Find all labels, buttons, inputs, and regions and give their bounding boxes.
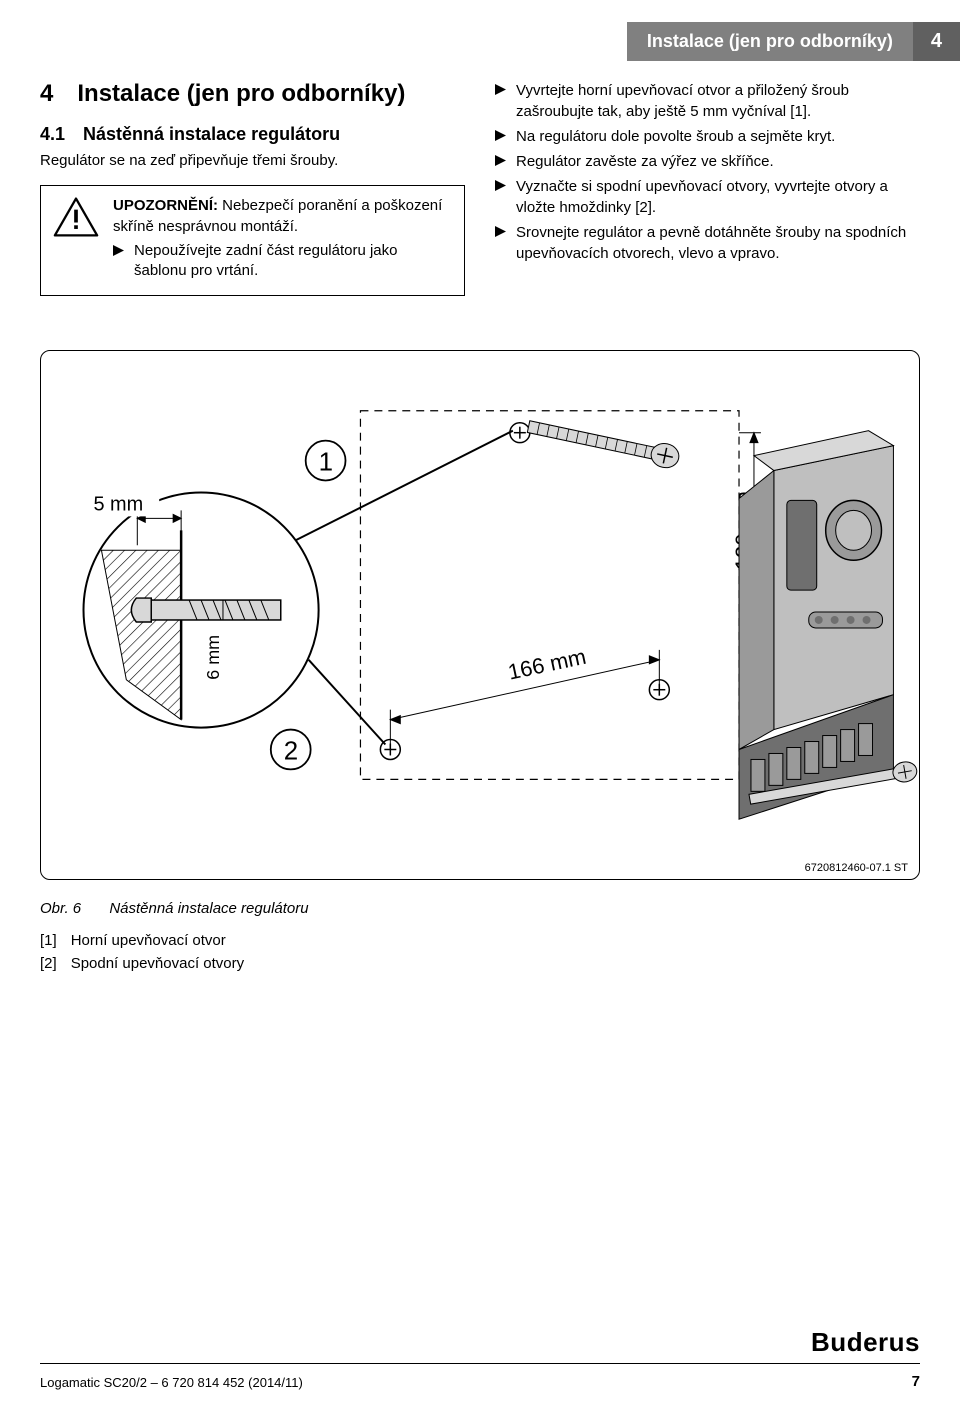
image-id: 6720812460-07.1 ST xyxy=(805,862,908,874)
content-columns: 4 Instalace (jen pro odborníky) 4.1 Nást… xyxy=(40,80,920,296)
list-item: Na regulátoru dole povolte šroub a sejmě… xyxy=(495,126,920,147)
warning-icon xyxy=(53,196,99,243)
right-column: Vyvrtejte horní upevňovací otvor a přilo… xyxy=(495,80,920,296)
page-header: Instalace (jen pro odborníky) 4 xyxy=(627,22,960,61)
svg-text:6 mm: 6 mm xyxy=(203,635,223,680)
subsection-title: Nástěnná instalace regulátoru xyxy=(83,124,340,145)
svg-text:1: 1 xyxy=(319,449,333,477)
legend-row: [1] Horní upevňovací otvor xyxy=(40,930,244,953)
list-item: Vyznačte si spodní upevňovací otvory, vy… xyxy=(495,176,920,218)
list-item: Regulátor zavěste za výřez ve skříňce. xyxy=(495,151,920,172)
installation-diagram: 166 mm 120 mm xyxy=(40,350,920,880)
section-number: 4 xyxy=(40,80,53,108)
list-item-text: Regulátor zavěste za výřez ve skříňce. xyxy=(516,151,774,172)
intro-paragraph: Regulátor se na zeď připevňuje třemi šro… xyxy=(40,151,465,171)
header-title: Instalace (jen pro odborníky) xyxy=(627,22,913,61)
list-item-text: Vyvrtejte horní upevňovací otvor a přilo… xyxy=(516,80,920,122)
list-item: Srovnejte regulátor a pevně dotáhněte šr… xyxy=(495,222,920,264)
triangle-bullet-icon xyxy=(495,84,506,122)
brand-logo-text: Buderus xyxy=(811,1327,920,1358)
svg-text:2: 2 xyxy=(284,737,298,765)
warning-lead: UPOZORNĚNÍ: xyxy=(113,197,218,214)
triangle-bullet-icon xyxy=(495,130,506,147)
list-item-text: Na regulátoru dole povolte šroub a sejmě… xyxy=(516,126,835,147)
warning-box: UPOZORNĚNÍ: Nebezpečí poranění a poškoze… xyxy=(40,185,465,296)
triangle-bullet-icon xyxy=(495,155,506,172)
footer-doc-id: Logamatic SC20/2 – 6 720 814 452 (2014/1… xyxy=(40,1375,303,1390)
section-heading-1: 4 Instalace (jen pro odborníky) xyxy=(40,80,465,108)
legend-row: [2] Spodní upevňovací otvory xyxy=(40,953,244,976)
footer-rule xyxy=(40,1363,920,1364)
list-item-text: Srovnejte regulátor a pevně dotáhněte šr… xyxy=(516,222,920,264)
footer-page-number: 7 xyxy=(912,1373,920,1390)
legend-value: Spodní upevňovací otvory xyxy=(71,953,244,976)
triangle-bullet-icon xyxy=(495,226,506,264)
instruction-list: Vyvrtejte horní upevňovací otvor a přilo… xyxy=(495,80,920,264)
triangle-bullet-icon xyxy=(113,245,124,282)
section-title: Instalace (jen pro odborníky) xyxy=(77,80,405,108)
list-item: Vyvrtejte horní upevňovací otvor a přilo… xyxy=(495,80,920,122)
subsection-number: 4.1 xyxy=(40,124,65,145)
left-column: 4 Instalace (jen pro odborníky) 4.1 Nást… xyxy=(40,80,465,296)
figure-caption-text: Nástěnná instalace regulátoru xyxy=(109,900,308,917)
figure-label: Obr. 6 xyxy=(40,900,81,917)
svg-text:5 mm: 5 mm xyxy=(93,493,143,515)
header-section-number: 4 xyxy=(913,22,960,61)
legend-key: [1] xyxy=(40,930,57,953)
figure-caption: Obr. 6 Nástěnná instalace regulátoru xyxy=(40,900,309,917)
legend-key: [2] xyxy=(40,953,57,976)
triangle-bullet-icon xyxy=(495,180,506,218)
subsection-heading: 4.1 Nástěnná instalace regulátoru xyxy=(40,124,465,145)
warning-body: UPOZORNĚNÍ: Nebezpečí poranění a poškoze… xyxy=(113,196,452,285)
legend-value: Horní upevňovací otvor xyxy=(71,930,226,953)
figure-legend: [1] Horní upevňovací otvor [2] Spodní upev… xyxy=(40,930,244,975)
warning-bullet: Nepoužívejte zadní část regulátoru jako … xyxy=(134,241,452,282)
list-item-text: Vyznačte si spodní upevňovací otvory, vy… xyxy=(516,176,920,218)
